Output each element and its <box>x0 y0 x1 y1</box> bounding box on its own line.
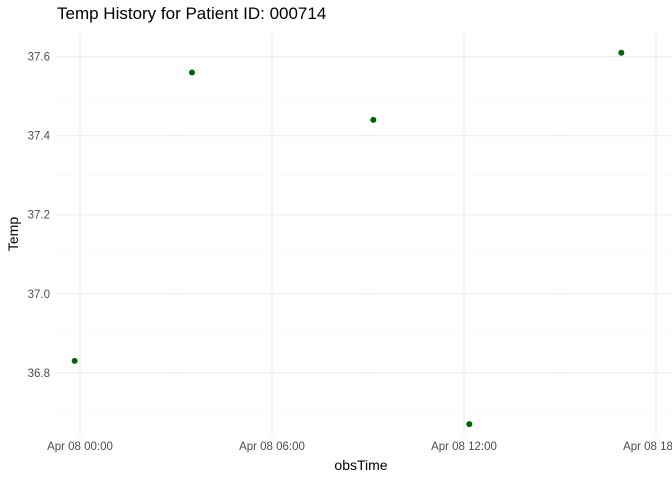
y-axis-ticks: 36.8 37.0 37.2 37.4 37.6 <box>28 52 51 380</box>
data-point <box>466 421 473 428</box>
chart-title: Temp History for Patient ID: 000714 <box>57 4 326 23</box>
y-tick-label: 37.6 <box>28 52 50 64</box>
x-axis-title: obsTime <box>334 457 387 473</box>
data-point <box>618 49 625 56</box>
data-point <box>71 357 78 364</box>
data-point <box>189 69 195 76</box>
x-tick-label: Apr 08 06:00 <box>239 441 305 453</box>
x-axis-ticks: Apr 08 00:00 Apr 08 06:00 Apr 08 12:00 Apr … <box>47 441 672 453</box>
plot-grid <box>56 33 672 436</box>
data-point <box>370 116 377 123</box>
y-tick-label: 37.0 <box>28 289 50 301</box>
y-tick-label: 37.4 <box>28 131 51 143</box>
y-tick-label: 36.8 <box>28 368 50 380</box>
x-tick-label: Apr 08 18:00 <box>623 441 672 453</box>
data-points <box>71 49 625 428</box>
y-axis-title: Temp <box>5 217 21 251</box>
y-tick-label: 37.2 <box>28 210 50 222</box>
x-tick-label: Apr 08 00:00 <box>47 441 113 453</box>
x-tick-label: Apr 08 12:00 <box>431 441 497 453</box>
